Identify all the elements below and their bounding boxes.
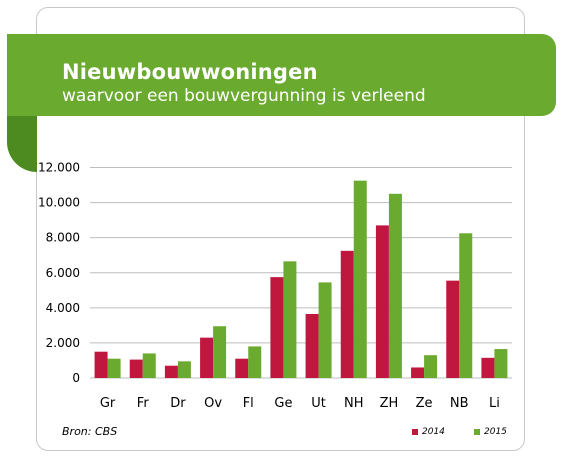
bar-2015-Ut bbox=[318, 282, 332, 378]
bar-2015-NB bbox=[459, 233, 473, 378]
bar-2015-Fr bbox=[142, 353, 156, 378]
x-tick-label: Ge bbox=[274, 396, 292, 411]
source-note: Bron: CBS bbox=[62, 425, 118, 438]
bar-2014-Ze bbox=[411, 367, 425, 378]
y-axis-ticks: 0 2.000 4.000 6.000 8.000 10.000 12.000 bbox=[38, 161, 80, 386]
y-tick-label: 2.000 bbox=[46, 336, 80, 350]
y-tick-label: 4.000 bbox=[46, 301, 80, 315]
bar-2014-ZH bbox=[375, 225, 389, 378]
bar-2015-Fl bbox=[248, 346, 262, 378]
x-tick-label: Fr bbox=[137, 396, 150, 411]
bar-2015-NH bbox=[353, 180, 367, 378]
bar-2014-Dr bbox=[164, 365, 178, 378]
bar-2015-Ge bbox=[283, 261, 297, 378]
y-tick-label: 8.000 bbox=[46, 231, 80, 245]
bar-2015-ZH bbox=[388, 193, 402, 378]
bar-2015-Ov bbox=[213, 326, 227, 378]
x-tick-label: Ut bbox=[311, 396, 326, 411]
y-tick-label: 10.000 bbox=[38, 196, 80, 210]
bar-2014-Ut bbox=[305, 313, 319, 378]
bar-2014-Gr bbox=[94, 351, 108, 378]
legend-swatch-2015 bbox=[474, 428, 480, 435]
x-tick-label: Ze bbox=[416, 396, 433, 411]
legend-swatch-2014 bbox=[412, 428, 418, 435]
legend-label-2015: 2015 bbox=[484, 427, 507, 437]
x-tick-label: Dr bbox=[170, 396, 186, 411]
bar-2014-Ge bbox=[270, 277, 284, 378]
bar-2015-Dr bbox=[177, 361, 191, 378]
x-tick-label: Gr bbox=[100, 396, 116, 411]
y-tick-label: 12.000 bbox=[38, 161, 80, 175]
legend-label-2014: 2014 bbox=[422, 427, 445, 437]
bars bbox=[94, 180, 508, 378]
bar-2014-Fr bbox=[129, 359, 143, 378]
gridlines bbox=[90, 167, 512, 379]
x-tick-label: Li bbox=[489, 396, 500, 411]
title-banner bbox=[7, 34, 556, 116]
y-tick-label: 6.000 bbox=[46, 266, 80, 280]
bar-2015-Gr bbox=[107, 358, 121, 378]
bar-2014-NH bbox=[340, 250, 354, 378]
x-tick-label: NH bbox=[344, 396, 364, 411]
x-axis-ticks: Gr Fr Dr Ov Fl Ge Ut NH ZH Ze NB Li bbox=[100, 396, 500, 411]
x-tick-label: Fl bbox=[243, 396, 254, 411]
chart-title: Nieuwbouwwoningen bbox=[62, 60, 318, 84]
bar-2015-Li bbox=[494, 349, 508, 378]
chart-subtitle: waarvoor een bouwvergunning is verleend bbox=[62, 86, 426, 106]
bar-2015-Ze bbox=[424, 355, 438, 378]
legend-item-2014: 2014 bbox=[412, 427, 445, 437]
x-tick-label: Ov bbox=[204, 396, 222, 411]
x-tick-label: ZH bbox=[380, 396, 399, 411]
x-tick-label: NB bbox=[450, 396, 469, 411]
bar-2014-Ov bbox=[200, 337, 214, 378]
y-tick-label: 0 bbox=[72, 371, 80, 385]
bar-2014-NB bbox=[446, 280, 460, 378]
legend-item-2015: 2015 bbox=[474, 427, 507, 437]
bar-2014-Fl bbox=[235, 358, 249, 378]
bar-2014-Li bbox=[481, 357, 495, 378]
